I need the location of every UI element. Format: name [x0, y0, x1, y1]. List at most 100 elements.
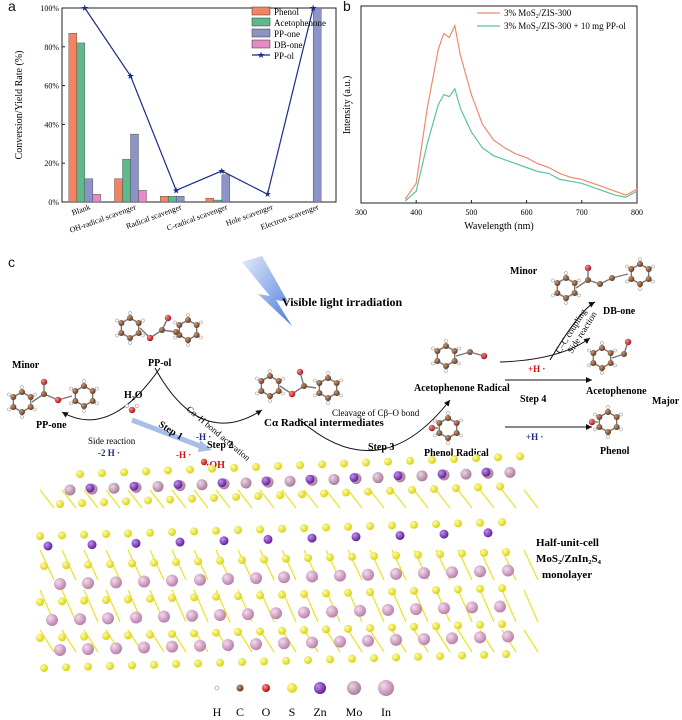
label-minus-h-blue: -H ·: [196, 432, 211, 442]
molecule-phenol: [588, 405, 623, 439]
atom-legend-o: [262, 684, 270, 692]
diagram-c: Visible light irradiation Minor PP-ol PP…: [7, 256, 680, 719]
chart-b-xlabel: Wavelength (nm): [464, 221, 533, 232]
molecule-db-one: [551, 257, 655, 305]
label-step3: Step 3: [368, 442, 394, 453]
label-plus-h-red: +H ·: [528, 364, 545, 374]
panel-label-c: c: [8, 254, 15, 270]
light-label: Visible light irradiation: [282, 295, 403, 309]
label-plus-h-blue: +H ·: [526, 432, 543, 442]
label-half-unit-2: MoS₂/ZnIn₂S₄: [536, 553, 602, 565]
curve-mos2-zis: [404, 23, 638, 200]
a-xtick-label: Blank: [70, 202, 91, 217]
panel-label-b: b: [343, 0, 351, 14]
point-pp-ol: ★: [218, 166, 226, 176]
bar-acetophenone: [76, 42, 86, 203]
bar-pp-one: [175, 195, 185, 203]
bar-pp-one: [84, 178, 94, 203]
label-phenol: Phenol: [600, 446, 630, 457]
label-acetophenone: Acetophenone: [586, 386, 647, 397]
chart-a: 0%20%40%60%80%100% ★★★★★★ BlankOH-radica…: [14, 3, 337, 235]
a-ytick-label: 0%: [48, 198, 59, 207]
atom-legend-h: [214, 685, 220, 691]
atom-legend-mo: [347, 681, 361, 695]
molecule-h2o: [124, 403, 208, 466]
legend-label-2: 3% MoS2/ZIS-300 + 10 mg PP-ol: [504, 21, 626, 33]
legend-swatch-phenol: [251, 6, 271, 16]
point-pp-ol: ★: [126, 71, 134, 81]
label-minus-2h: -2 H ·: [98, 448, 120, 458]
arc-side-reaction: [61, 367, 161, 421]
a-ytick-label: 40%: [44, 120, 59, 129]
bar-pp-one: [130, 133, 139, 203]
label-phenol-radical: Phenol Radical: [424, 448, 489, 459]
chart-b-frame: [360, 5, 638, 204]
label-step3-bond: Cleavage of Cβ–O bond: [332, 408, 420, 418]
b-xtick-label: 700: [576, 208, 588, 217]
line-pp-ol: [84, 7, 314, 196]
legend-label-db-one: DB-one: [274, 40, 303, 50]
atom-legend-label: H: [213, 705, 222, 719]
chart-a-frame: [61, 7, 337, 203]
bar-db-one: [92, 194, 102, 203]
label-oh: ·OH: [206, 460, 225, 471]
arrow-cc-coupling: [549, 301, 596, 361]
a-ytick-label: 60%: [44, 82, 59, 91]
atom-legend-label: S: [289, 705, 296, 719]
atom-legend-in: [378, 680, 394, 696]
chart-b: 300 400 500 600 700 800 Wavelength (nm) Inten…: [342, 5, 643, 232]
b-xtick-label: 500: [465, 208, 477, 217]
atom-legend-label: O: [262, 705, 271, 719]
chart-a-legend: Phenol Acetophenone PP-one DB-one ★ PP-o…: [251, 6, 326, 61]
crystal-slab: [36, 452, 539, 672]
panel-label-a: a: [8, 0, 16, 14]
atom-legend-label: In: [381, 705, 391, 719]
label-pp-one: PP-one: [36, 420, 67, 431]
chart-b-ylabel: Intensity (a.u.): [342, 76, 353, 135]
bar-acetophenone: [213, 199, 223, 203]
b-xtick-label: 300: [355, 208, 367, 217]
legend-label-pp-ol: PP-ol: [274, 51, 295, 61]
label-pp-ol: PP-ol: [148, 358, 172, 369]
atom-legend-label: Mo: [346, 705, 363, 719]
bar-phenol: [205, 197, 215, 203]
legend-star-pp-ol: ★: [257, 50, 265, 60]
point-pp-ol: ★: [172, 185, 180, 195]
legend-label-1: 3% MoS2/ZIS-300: [504, 8, 572, 20]
label-step4: Step 4: [520, 394, 546, 405]
label-step2-bond: Cα–H bond activation: [185, 404, 253, 463]
label-minor-2: Minor: [510, 266, 538, 277]
bar-phenol: [159, 195, 169, 203]
label-db-one: DB-one: [603, 306, 636, 317]
bar-pp-one: [221, 174, 231, 203]
legend-label-phenol: Phenol: [274, 7, 300, 17]
point-pp-ol: ★: [263, 189, 271, 199]
label-minus-h-red: -H ·: [176, 450, 191, 460]
legend-swatch-acetophenone: [251, 17, 271, 27]
b-xtick-label: 800: [631, 208, 643, 217]
atom-legend-c: [236, 684, 244, 692]
water-arrow-head: [198, 440, 212, 452]
bar-acetophenone: [122, 159, 131, 203]
a-ytick-label: 80%: [44, 43, 59, 52]
point-pp-ol: ★: [81, 3, 89, 13]
bar-acetophenone: [167, 195, 177, 203]
bar-phenol: [68, 33, 78, 203]
b-xtick-label: 600: [521, 208, 533, 217]
point-pp-ol: ★: [309, 3, 317, 13]
molecule-c-radical: [255, 368, 343, 405]
label-step2: Step 2: [207, 440, 233, 451]
molecule-acetophenone-radical: [431, 339, 488, 373]
water-arrow: [131, 417, 201, 449]
atom-legend-zn: [314, 682, 326, 694]
label-half-unit-1: Half-unit-cell: [536, 537, 599, 549]
light-bolt-icon: [242, 256, 292, 326]
atom-legend: H C O S Zn Mo In: [213, 680, 394, 719]
atom-legend-label: Zn: [313, 705, 326, 719]
a-ytick-label: 20%: [44, 159, 59, 168]
label-minor-1: Minor: [12, 360, 40, 371]
label-side-reaction: Side reaction: [88, 436, 136, 446]
chart-a-ylabel: Conversion/Yield Rate (%): [14, 51, 25, 160]
molecule-pp-one: [7, 378, 99, 419]
bar-phenol: [114, 178, 123, 203]
